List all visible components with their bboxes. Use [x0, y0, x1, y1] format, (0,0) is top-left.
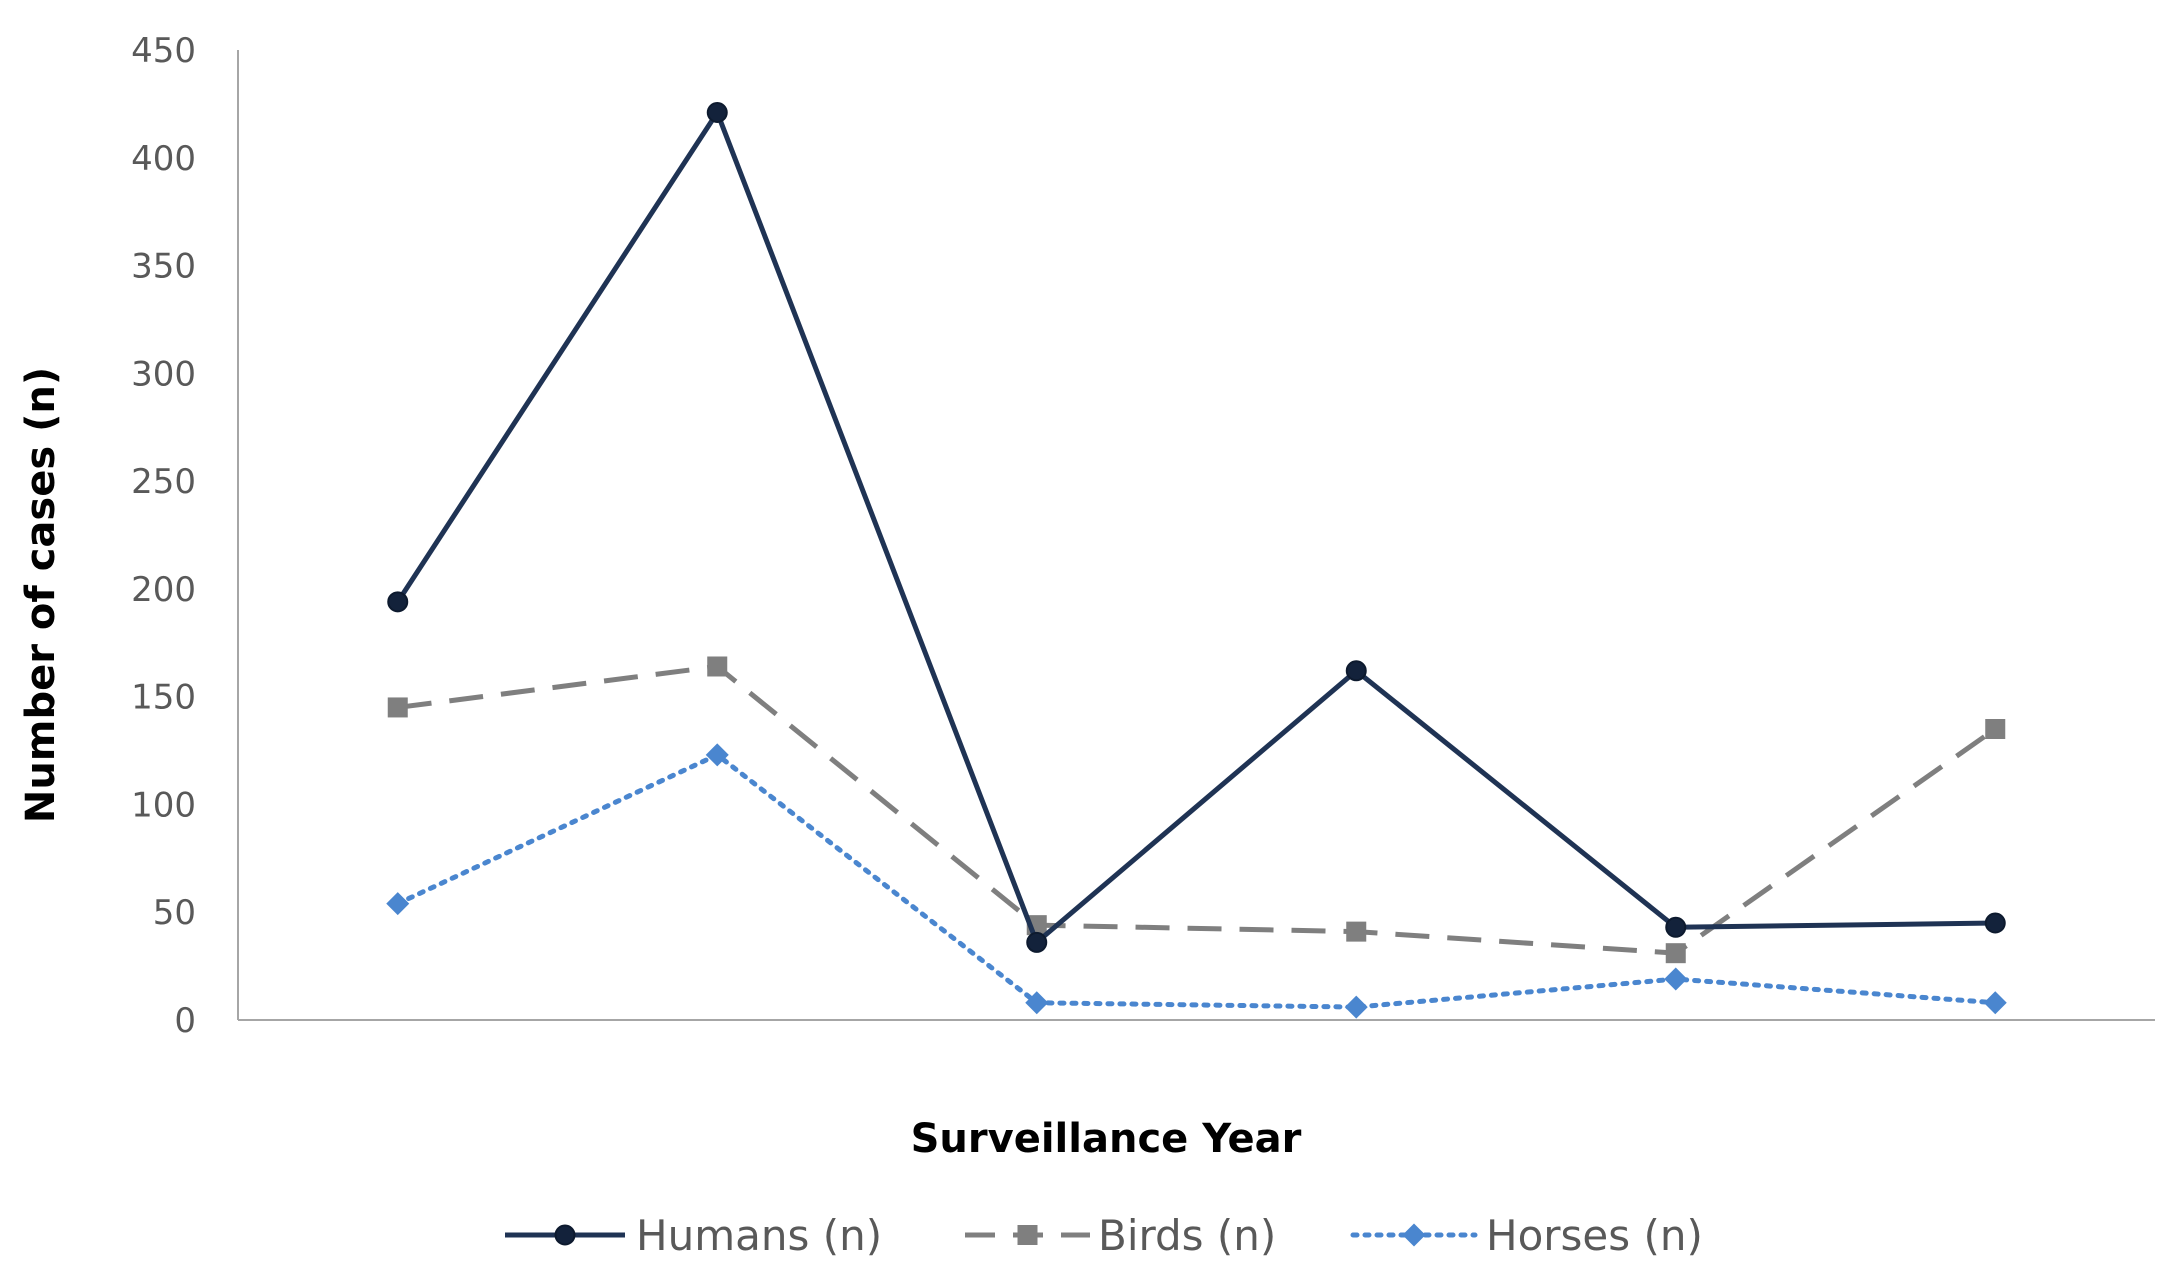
data-point: [707, 656, 728, 677]
data-point: [1984, 912, 2006, 934]
legend-marker: [1017, 1225, 1038, 1245]
series-2: [386, 743, 2007, 1019]
data-point: [1346, 921, 1367, 942]
series-1: [387, 656, 2006, 964]
data-point: [705, 743, 729, 767]
data-point: [387, 697, 408, 718]
data-point: [706, 102, 728, 124]
legend-item: Birds (n): [965, 1211, 1276, 1260]
data-point: [1985, 719, 2006, 739]
data-point: [1665, 943, 1686, 964]
legend-marker: [1402, 1223, 1426, 1247]
data-point: [1025, 991, 1049, 1015]
y-tick-label: 450: [131, 31, 196, 71]
data-point: [387, 591, 409, 613]
legend-label: Humans (n): [636, 1211, 882, 1260]
y-tick-label: 100: [131, 785, 196, 825]
y-tick-label: 150: [131, 678, 196, 718]
legend-label: Horses (n): [1486, 1211, 1703, 1260]
y-tick-label: 250: [131, 462, 196, 502]
legend-item: Horses (n): [1350, 1211, 1703, 1260]
data-point: [386, 892, 410, 916]
series-line: [395, 110, 1996, 945]
data-point: [1345, 660, 1367, 682]
data-point: [1665, 916, 1687, 938]
series-line: [397, 663, 1997, 956]
y-tick-label: 0: [174, 1001, 196, 1041]
data-point: [1344, 995, 1368, 1019]
data-point: [1983, 991, 2007, 1015]
y-tick-label: 200: [131, 570, 196, 610]
x-axis-title: Surveillance Year: [911, 1116, 1302, 1162]
y-axis-title: Number of cases (n): [18, 367, 64, 823]
series-layer: [386, 102, 2007, 1019]
data-point: [1026, 931, 1048, 953]
legend-marker: [554, 1224, 576, 1246]
data-point: [1664, 967, 1688, 991]
series-line: [395, 752, 1998, 1010]
y-tick-label: 50: [153, 893, 196, 933]
y-tick-label: 350: [131, 247, 196, 287]
y-tick-label: 300: [131, 354, 196, 394]
y-tick-label: 400: [131, 139, 196, 179]
legend-item: Humans (n): [505, 1211, 882, 1260]
legend: Humans (n) Birds (n) Horses (n): [505, 1211, 1703, 1260]
y-axis-ticks: 0 50 100 150 200 250 300 350 400 450: [131, 31, 196, 1041]
legend-label: Birds (n): [1098, 1211, 1276, 1260]
series-0: [387, 102, 2006, 953]
